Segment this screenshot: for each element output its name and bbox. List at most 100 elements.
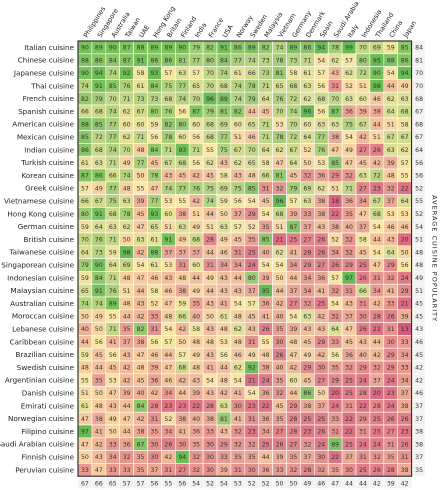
cell-value: 38 (401, 403, 409, 410)
cell-value: 22 (345, 429, 353, 436)
cell-value: 54 (137, 262, 145, 269)
cell-value: 77 (192, 57, 200, 64)
row-average-value: 43 (415, 326, 423, 333)
cell-value: 93 (151, 70, 159, 77)
cell-value: 33 (81, 467, 89, 474)
cell-value: 39 (290, 326, 298, 333)
row-label: Indonesian cuisine (7, 273, 74, 282)
cell-value: 47 (345, 160, 353, 167)
cell-value: 65 (192, 83, 200, 90)
cell-value: 41 (387, 288, 395, 295)
cell-value: 42 (276, 301, 284, 308)
cell-value: 32 (123, 454, 131, 461)
cell-value: 35 (276, 377, 284, 384)
cell-value: 23 (248, 403, 256, 410)
cell-value: 84 (151, 147, 159, 154)
cell-value: 58 (262, 160, 270, 167)
cell-value: 57 (164, 70, 172, 77)
cell-value: 42 (373, 160, 381, 167)
cell-value: 57 (345, 57, 353, 64)
cell-value: 49 (95, 313, 103, 320)
cell-value: 43 (317, 326, 325, 333)
right-axis-title: AVERAGE CUISINE POPULARITY (431, 195, 439, 322)
cell-value: 80 (151, 109, 159, 116)
cell-value: 75 (345, 121, 353, 128)
cell-value: 29 (345, 262, 353, 269)
cell-value: 76 (164, 109, 172, 116)
cell-value: 31 (331, 83, 339, 90)
cell-value: 50 (303, 160, 311, 167)
cell-value: 76 (317, 147, 325, 154)
cell-value: 50 (81, 313, 89, 320)
cell-value: 42 (164, 454, 172, 461)
cell-value: 79 (95, 96, 103, 103)
cell-value: 36 (151, 377, 159, 384)
cell-value: 63 (123, 198, 131, 205)
cell-value: 56 (401, 262, 409, 269)
cell-value: 73 (137, 96, 145, 103)
cell-value: 43 (248, 326, 256, 333)
cell-value: 66 (81, 109, 89, 116)
cell-value: 45 (262, 109, 270, 116)
cell-value: 40 (192, 416, 200, 423)
cell-value: 44 (276, 288, 284, 295)
cell-value: 48 (123, 185, 131, 192)
cell-value: 69 (123, 262, 131, 269)
cell-value: 50 (178, 339, 186, 346)
cell-value: 37 (290, 288, 298, 295)
cell-value: 41 (220, 301, 228, 308)
row-labels: Italian cuisine Chinese cuisine Japanese c… (0, 43, 75, 474)
cell-value: 34 (262, 429, 270, 436)
cell-value: 71 (262, 134, 270, 141)
cell-value: 26 (359, 326, 367, 333)
heatmap-cells: 90 89 90 87 88 89 89 90 79 82 91 86 89 82 74 89 86 94 78 99… (77, 40, 412, 477)
cell-value: 24 (359, 377, 367, 384)
cell-value: 47 (95, 467, 103, 474)
cell-value: 49 (220, 237, 228, 244)
cell-value: 41 (95, 429, 103, 436)
cell-value: 62 (276, 249, 284, 256)
cell-value: 54 (164, 326, 172, 333)
cell-value: 38 (317, 211, 325, 218)
cell-value: 37 (303, 454, 311, 461)
cell-value: 56 (317, 83, 325, 90)
cell-value: 23 (164, 403, 172, 410)
cell-value: 91 (95, 288, 103, 295)
cell-value: 84 (109, 57, 117, 64)
cell-value: 37 (401, 390, 409, 397)
cell-value: 43 (206, 352, 214, 359)
cell-value: 53 (164, 198, 172, 205)
cell-value: 44 (192, 275, 200, 282)
column-average-value: 52 (262, 481, 270, 488)
cell-value: 43 (95, 454, 103, 461)
cell-value: 95 (262, 288, 270, 295)
cell-value: 70 (192, 96, 200, 103)
cell-value: 45 (206, 173, 214, 180)
cell-value: 45 (303, 377, 311, 384)
row-label: German cuisine (18, 222, 75, 231)
cell-value: 26 (359, 275, 367, 282)
row-label: Moroccan cuisine (12, 312, 75, 321)
cell-value: 35 (137, 467, 145, 474)
cell-value: 47 (151, 185, 159, 192)
cell-value: 59 (81, 275, 89, 282)
cell-value: 44 (123, 429, 131, 436)
cell-value: 35 (276, 326, 284, 333)
cell-value: 54 (234, 301, 242, 308)
cell-value: 71 (109, 160, 117, 167)
cell-value: 74 (81, 301, 89, 308)
cell-value: 67 (290, 147, 298, 154)
cell-value: 75 (206, 185, 214, 192)
cell-value: 27 (317, 377, 325, 384)
cell-value: 48 (290, 339, 298, 346)
cell-value: 35 (137, 454, 145, 461)
cell-value: 77 (109, 185, 117, 192)
cell-value: 36 (123, 441, 131, 448)
cell-value: 37 (359, 224, 367, 231)
cell-value: 63 (137, 237, 145, 244)
cell-value: 21 (276, 237, 284, 244)
cell-value: 23 (373, 185, 381, 192)
row-label: Brazilian cuisine (15, 350, 74, 359)
cell-value: 51 (387, 121, 395, 128)
cell-value: 63 (303, 83, 311, 90)
